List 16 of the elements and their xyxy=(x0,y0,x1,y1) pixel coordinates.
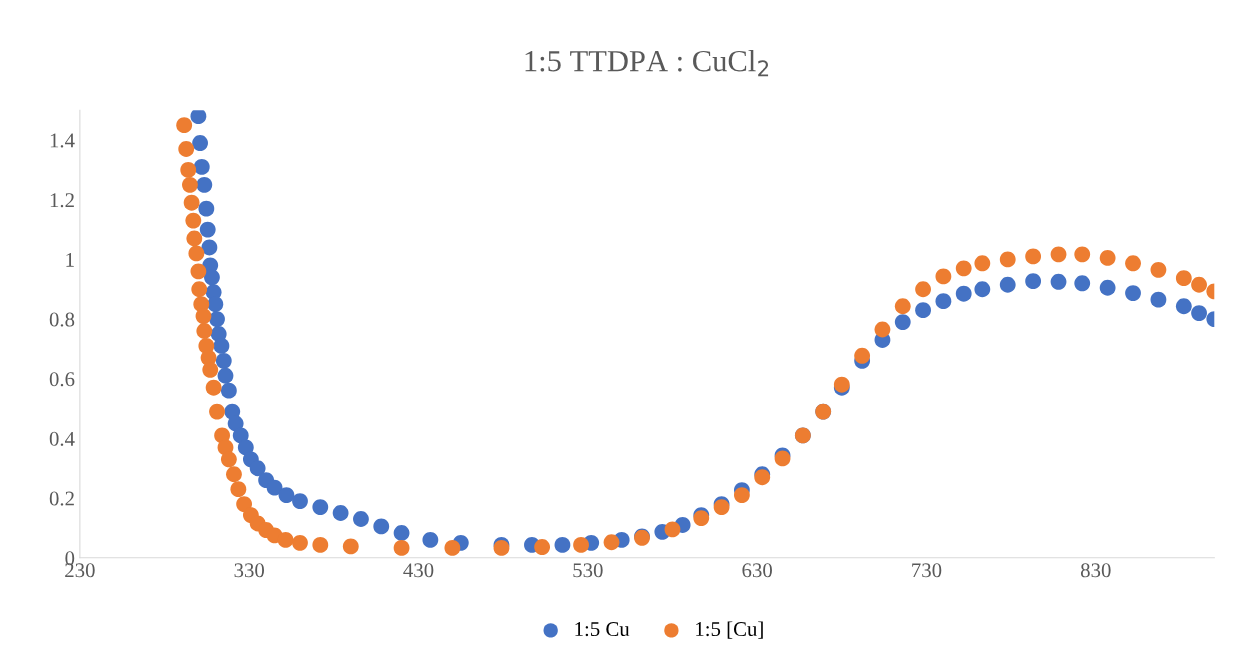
y-tick-label: 1 xyxy=(66,252,74,267)
y-tick-label: 0.2 xyxy=(49,491,74,506)
legend-label: 1:5 [Cu] xyxy=(696,621,763,639)
y-tick-label: 0.6 xyxy=(49,372,75,387)
chart-title: 1:5 TTDPA : CuCl$_{2}$ xyxy=(525,49,769,77)
y-tick-label: 0.4 xyxy=(49,431,75,446)
x-tick-label: 430 xyxy=(403,563,434,578)
x-tick-label: 530 xyxy=(573,563,603,578)
legend-label: 1:5 Cu xyxy=(575,622,630,637)
x-tick-label: 730 xyxy=(912,563,942,578)
y-tick-label: 1.4 xyxy=(50,133,75,148)
x-tick-label: 830 xyxy=(1080,563,1111,578)
y-tick-label: 0.8 xyxy=(49,312,75,327)
y-tick-label: 1.2 xyxy=(50,193,74,208)
x-tick-label: 330 xyxy=(234,563,265,578)
x-tick-label: 630 xyxy=(742,563,772,578)
